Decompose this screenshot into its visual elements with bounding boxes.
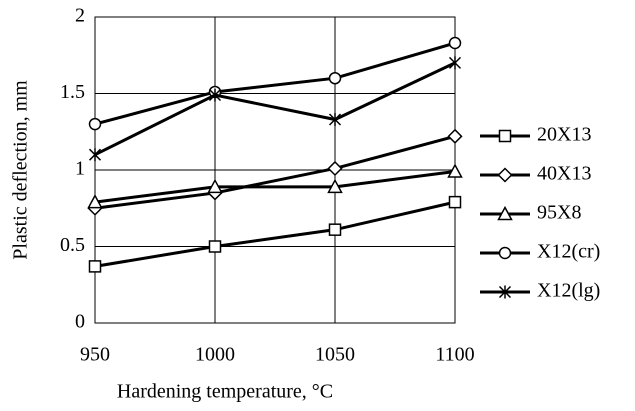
marker	[88, 148, 102, 162]
marker	[208, 88, 222, 102]
marker	[207, 178, 223, 194]
y-tick-label: 1	[75, 158, 85, 180]
legend-marker	[498, 129, 512, 143]
x-axis-label: Hardening temperature, °C	[117, 381, 333, 403]
legend-marker	[497, 205, 513, 221]
marker	[328, 223, 342, 236]
x-tick-label: 1000	[195, 344, 235, 366]
y-tick-label: 0.5	[60, 234, 85, 256]
legend-marker	[497, 167, 513, 183]
legend-label: X12(cr)	[537, 241, 600, 263]
marker	[208, 240, 222, 253]
legend-label: 95X8	[537, 202, 581, 224]
marker	[327, 178, 343, 194]
marker	[448, 56, 462, 70]
legend-label: X12(lg)	[537, 280, 600, 302]
marker	[88, 260, 102, 273]
marker	[328, 113, 342, 127]
x-tick-label: 1100	[435, 344, 474, 366]
marker	[328, 71, 342, 85]
y-tick-label: 1.5	[60, 81, 85, 103]
marker	[87, 194, 103, 209]
y-tick-label: 0	[75, 311, 85, 333]
x-tick-label: 950	[80, 344, 110, 366]
marker	[447, 163, 463, 178]
marker	[448, 36, 462, 50]
x-tick-label: 1050	[315, 344, 355, 366]
marker	[447, 128, 463, 144]
y-tick-label: 2	[75, 5, 85, 27]
marker	[327, 160, 343, 177]
series-line	[94, 41, 456, 126]
legend-marker	[498, 246, 512, 260]
series-line	[94, 170, 456, 204]
legend-label: 40X13	[537, 163, 591, 185]
y-axis-label: Plastic deflection, mm	[10, 80, 32, 260]
series-line	[94, 200, 456, 268]
marker	[448, 195, 462, 209]
legend-marker	[498, 285, 512, 299]
marker	[88, 117, 102, 131]
series-line	[94, 61, 456, 157]
series-line	[94, 134, 456, 210]
legend-label: 20X13	[537, 124, 591, 146]
